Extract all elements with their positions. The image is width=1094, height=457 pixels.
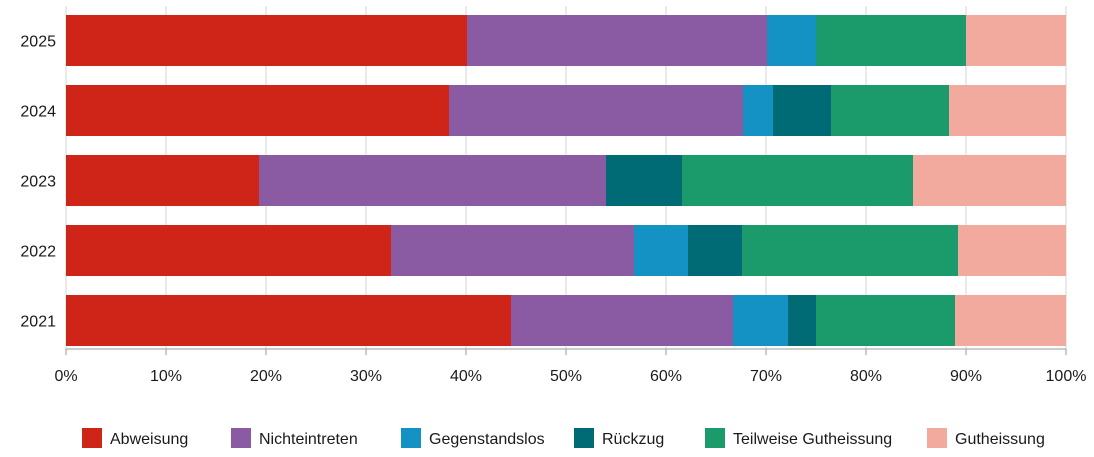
legend-label: Abweisung xyxy=(110,431,188,448)
legend-label: Nichteintreten xyxy=(259,431,358,448)
legend-swatch xyxy=(574,428,594,448)
bar-segment xyxy=(767,15,816,66)
legend-label: Rückzug xyxy=(602,431,664,448)
bar-segment xyxy=(816,15,966,66)
x-tick-label: 90% xyxy=(950,368,982,385)
bar-segment xyxy=(788,295,816,346)
bar-segment xyxy=(688,225,742,276)
x-tick-label: 70% xyxy=(750,368,782,385)
y-tick-label: 2022 xyxy=(20,244,56,261)
x-tick-label: 0% xyxy=(54,368,77,385)
bar-segment xyxy=(913,155,1066,206)
bar-segment xyxy=(606,155,682,206)
y-tick-label: 2024 xyxy=(20,104,56,121)
x-tick-label: 50% xyxy=(550,368,582,385)
legend-label: Gegenstandslos xyxy=(429,431,545,448)
bar-segment xyxy=(955,295,1066,346)
bar-segment xyxy=(773,85,831,136)
bar-segment xyxy=(743,85,773,136)
bar-segment xyxy=(949,85,1066,136)
legend-swatch xyxy=(705,428,725,448)
bar-segment xyxy=(742,225,958,276)
bar-segment xyxy=(958,225,1066,276)
x-tick-label: 20% xyxy=(250,368,282,385)
x-tick-label: 10% xyxy=(150,368,182,385)
bar-segment xyxy=(66,225,391,276)
bar-segment xyxy=(831,85,949,136)
legend-swatch xyxy=(401,428,421,448)
bar-segment xyxy=(816,295,955,346)
bar-segment xyxy=(511,295,733,346)
legend-label: Gutheissung xyxy=(955,431,1045,448)
bar-segment xyxy=(449,85,743,136)
axes: 2025 2024 2023 2022 2021 0% 10% 20% 30% 40% 50% 60%… xyxy=(20,34,1086,386)
y-tick-label: 2023 xyxy=(20,174,56,191)
bar-segment xyxy=(66,295,511,346)
bar-segment xyxy=(733,295,788,346)
bars xyxy=(66,15,1066,346)
legend-swatch xyxy=(927,428,947,448)
x-tick-label: 80% xyxy=(850,368,882,385)
bar-segment xyxy=(634,225,688,276)
y-tick-label: 2021 xyxy=(20,314,56,331)
bar-segment xyxy=(66,155,259,206)
y-tick-label: 2025 xyxy=(20,34,56,51)
bar-segment xyxy=(259,155,606,206)
x-tick-label: 100% xyxy=(1046,368,1087,385)
x-tick-label: 30% xyxy=(350,368,382,385)
x-tick-label: 40% xyxy=(450,368,482,385)
legend-swatch xyxy=(231,428,251,448)
legend: Abweisung Nichteintreten Gegenstandslos Rüc… xyxy=(82,428,1045,448)
bar-segment xyxy=(682,155,913,206)
bar-segment xyxy=(391,225,634,276)
legend-swatch xyxy=(82,428,102,448)
legend-label: Teilweise Gutheissung xyxy=(733,431,892,448)
bar-segment xyxy=(66,15,467,66)
bar-segment xyxy=(966,15,1066,66)
bar-segment xyxy=(467,15,767,66)
x-tick-label: 60% xyxy=(650,368,682,385)
bar-segment xyxy=(66,85,449,136)
